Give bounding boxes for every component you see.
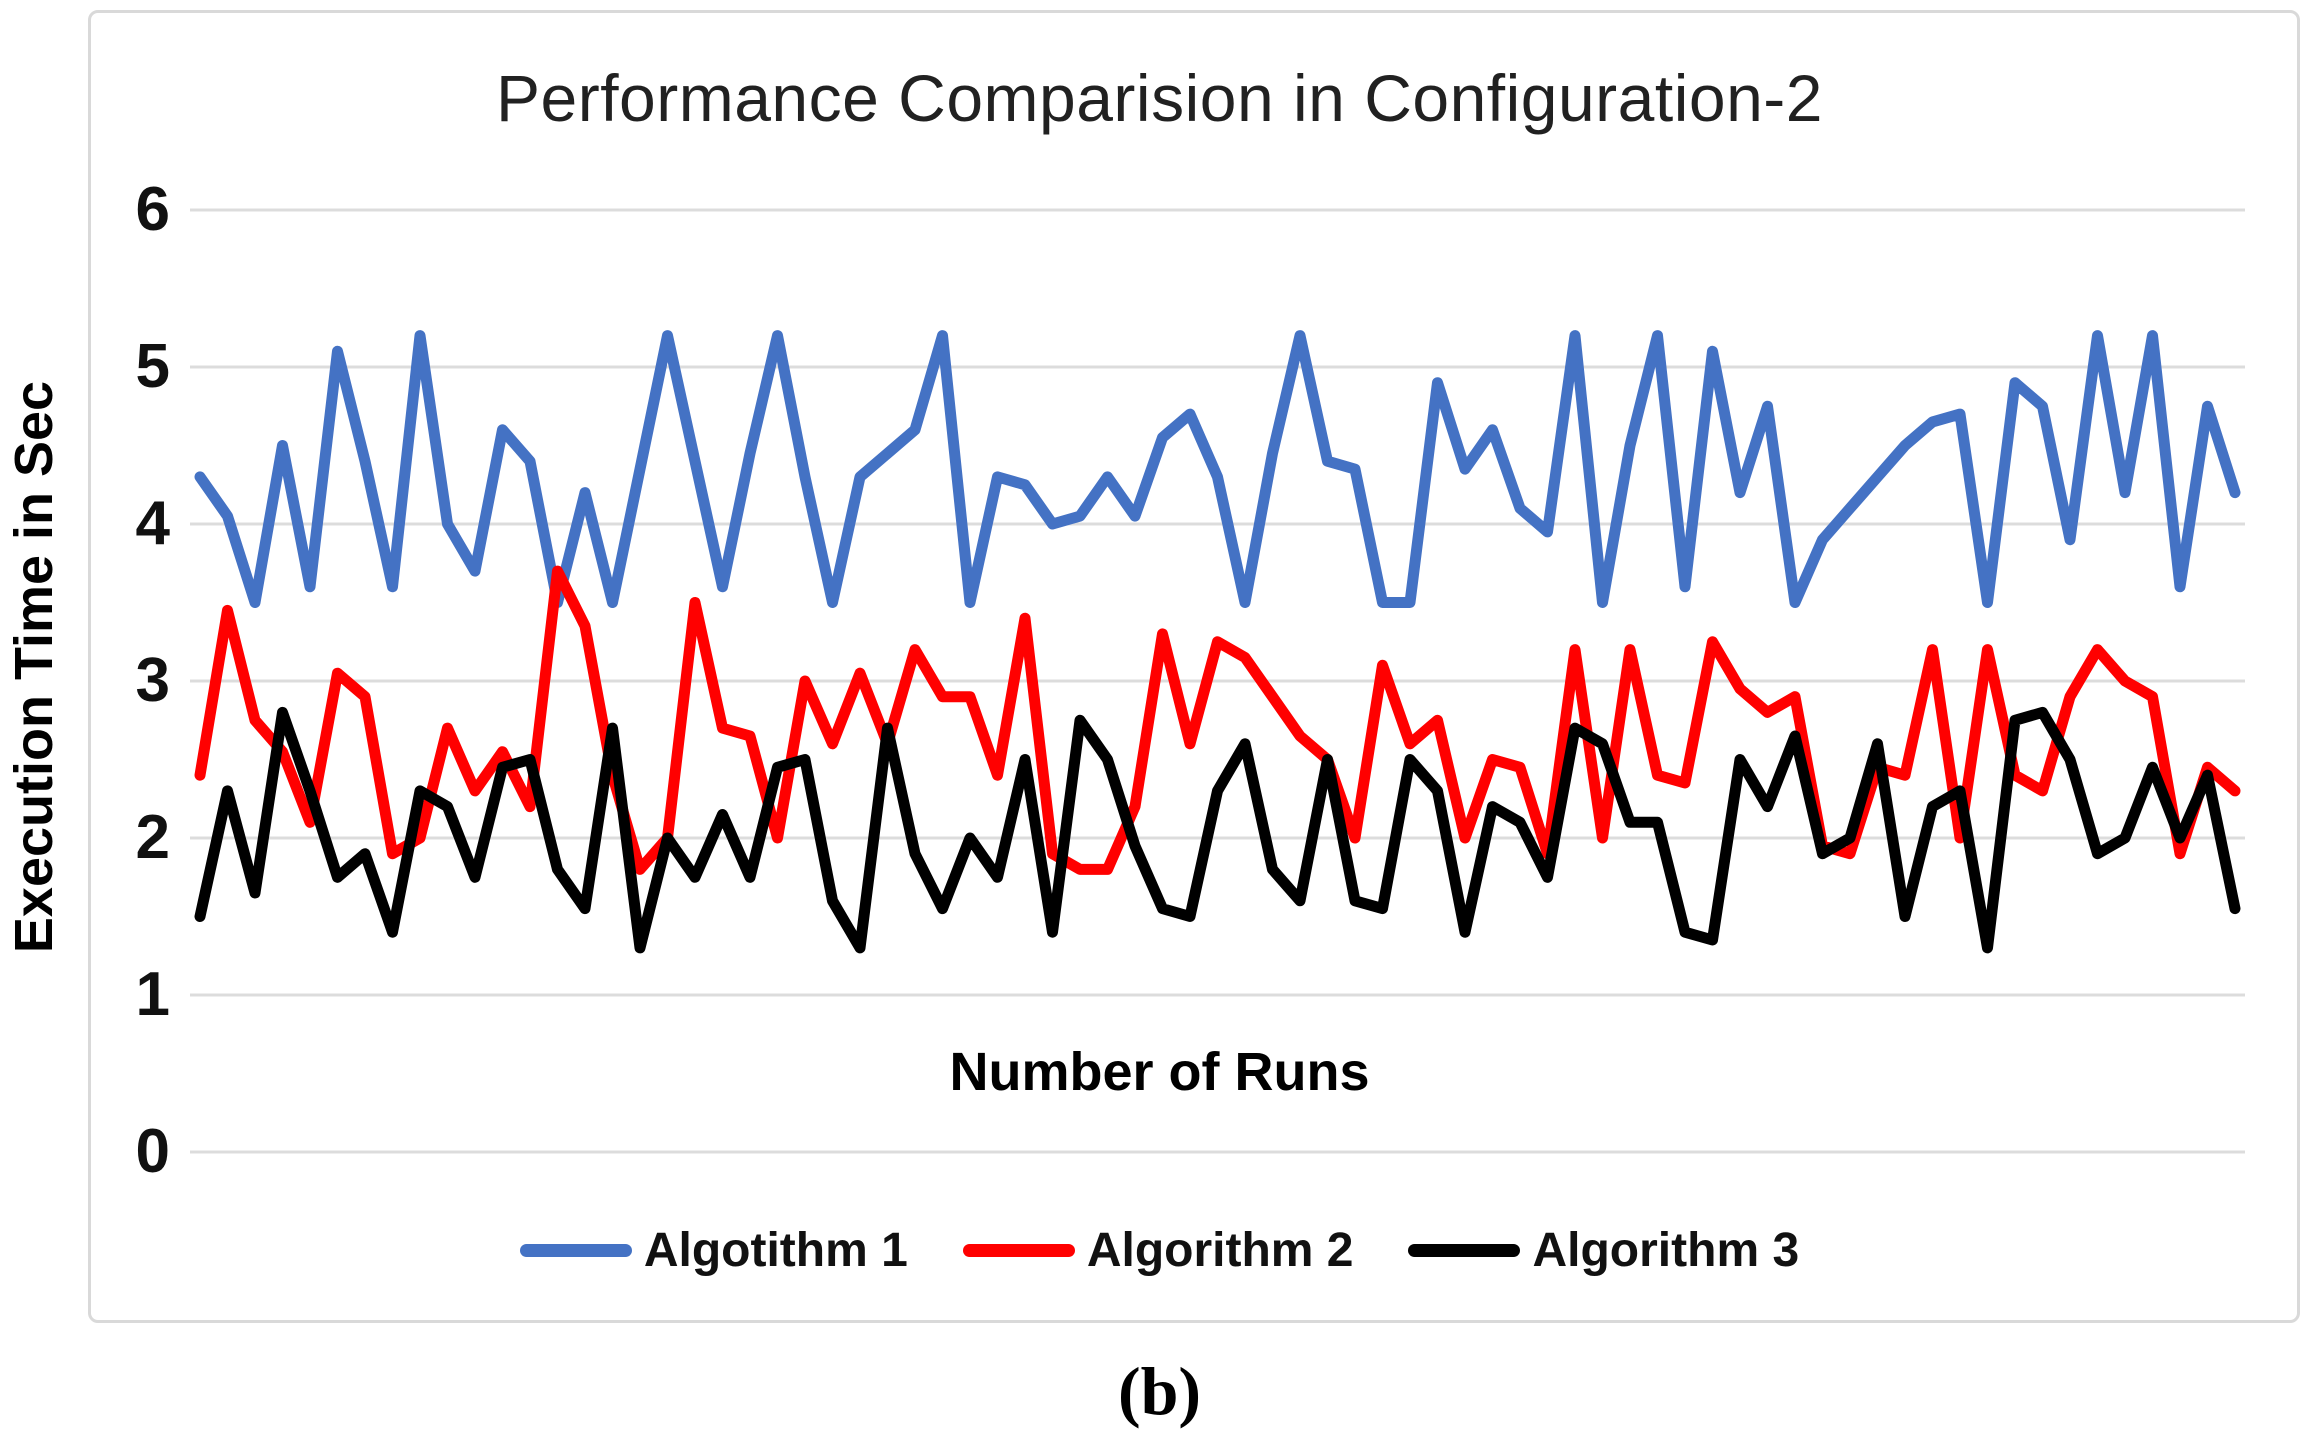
series-line-1-algotithm-1 [194, 330, 2241, 608]
x-axis-title: Number of Runs [949, 1042, 1370, 1102]
legend-line-swatch-1 [519, 1243, 632, 1257]
legend-line-swatch-3 [1408, 1243, 1521, 1257]
y-tick-label-5: 5 [135, 332, 170, 401]
series-line-2-algorithm-2 [194, 565, 2241, 875]
y-tick-label-6: 6 [135, 175, 170, 244]
chart-title: Performance Comparision in Configuration… [496, 61, 1823, 135]
legend-item-3: Algorithm 3 [1408, 1214, 1799, 1286]
legend-label-2: Algorithm 2 [1086, 1223, 1354, 1277]
legend-label-1: Algotithm 1 [643, 1223, 908, 1277]
figure-caption: (b) [1117, 1353, 1202, 1429]
y-tick-label-2: 2 [135, 803, 170, 872]
legend-item-1: Algotithm 1 [519, 1214, 908, 1286]
legend-label-3: Algorithm 3 [1532, 1223, 1800, 1277]
y-tick-label-3: 3 [135, 646, 170, 715]
legend: Algotithm 1 Algorithm 2 Algorithm 3 [0, 1214, 2319, 1286]
legend-item-2: Algorithm 2 [962, 1214, 1354, 1286]
y-tick-label-0: 0 [135, 1117, 170, 1186]
y-tick-label-4: 4 [135, 489, 170, 558]
legend-line-swatch-2 [962, 1243, 1075, 1257]
series-line-3-algorithm-3 [194, 706, 2241, 954]
y-tick-label-1: 1 [135, 960, 170, 1029]
